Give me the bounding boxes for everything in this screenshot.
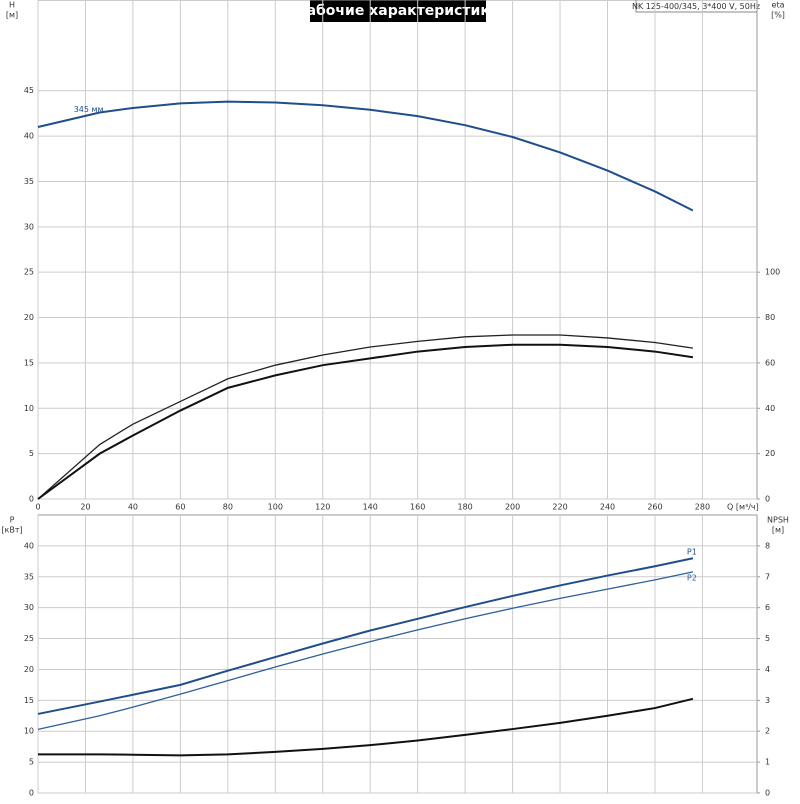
x-tick-label: 280	[695, 503, 710, 512]
y2-tick-label: 80	[765, 313, 775, 322]
y-tick-label: 40	[24, 132, 34, 141]
y-tick-label: 30	[24, 222, 34, 231]
curve	[37, 343, 694, 500]
y2-tick-label: 60	[765, 358, 775, 367]
chart-title: Рабочие характеристики	[296, 3, 499, 19]
curve-label: 345 мм	[74, 105, 104, 114]
y-tick-label: 30	[24, 603, 34, 612]
y2-tick-label: 6	[765, 603, 770, 612]
y-tick-label: 25	[24, 268, 34, 277]
y2-tick-label: 4	[765, 665, 770, 674]
y-tick-label: 10	[24, 404, 34, 413]
y-axis-label: [кВт]	[1, 526, 22, 535]
y-tick-label: 5	[29, 758, 34, 767]
y2-tick-label: 8	[765, 541, 770, 550]
y2-tick-label: 0	[765, 789, 770, 798]
x-tick-label: 0	[35, 503, 40, 512]
y2-axis-label: [%]	[771, 11, 785, 20]
chart-subtitle: NK 125-400/345, 3*400 V, 50Hz	[632, 2, 760, 11]
curve	[37, 557, 694, 715]
y2-axis-label: [м]	[772, 526, 784, 535]
y-tick-label: 15	[24, 358, 34, 367]
x-tick-label: 160	[410, 503, 425, 512]
curve-label: P2	[687, 573, 697, 582]
y2-axis-label: NPSH	[767, 516, 789, 525]
y-tick-label: 5	[29, 449, 34, 458]
y-tick-label: 10	[24, 727, 34, 736]
x-tick-label: 260	[647, 503, 662, 512]
x-tick-label: 240	[600, 503, 615, 512]
y2-tick-label: 40	[765, 404, 775, 413]
y2-tick-label: 2	[765, 727, 770, 736]
title-box	[310, 0, 486, 22]
y-axis-label: [м]	[6, 11, 18, 20]
x-tick-label: 120	[315, 503, 330, 512]
y2-tick-label: 1	[765, 758, 770, 767]
y-tick-label: 15	[24, 696, 34, 705]
y-tick-label: 20	[24, 313, 34, 322]
y2-axis-label: eta	[772, 1, 785, 10]
x-axis-label: Q [м³/ч]	[727, 503, 759, 512]
x-tick-label: 40	[128, 503, 138, 512]
x-tick-label: 80	[223, 503, 233, 512]
y-axis-label: H	[9, 1, 15, 10]
y-tick-label: 0	[29, 789, 34, 798]
y2-tick-label: 0	[765, 495, 770, 504]
y-tick-label: 20	[24, 665, 34, 674]
x-tick-label: 180	[457, 503, 472, 512]
y-tick-label: 0	[29, 495, 34, 504]
curve-label: P1	[687, 548, 697, 557]
x-tick-label: 20	[80, 503, 90, 512]
x-tick-label: 140	[363, 503, 378, 512]
y2-tick-label: 7	[765, 572, 770, 581]
y-tick-label: 35	[24, 177, 34, 186]
curve	[37, 571, 694, 731]
x-tick-label: 200	[505, 503, 520, 512]
y-tick-label: 35	[24, 572, 34, 581]
y2-tick-label: 20	[765, 449, 775, 458]
y2-tick-label: 100	[765, 268, 780, 277]
curve	[37, 100, 694, 212]
x-tick-label: 220	[552, 503, 567, 512]
x-tick-label: 60	[175, 503, 185, 512]
x-tick-label: 100	[268, 503, 283, 512]
curve	[38, 697, 694, 757]
y-tick-label: 45	[24, 86, 34, 95]
y-axis-label: P	[10, 516, 15, 525]
y2-tick-label: 3	[765, 696, 770, 705]
y2-tick-label: 5	[765, 634, 770, 643]
y-tick-label: 40	[24, 541, 34, 550]
curve	[37, 334, 694, 500]
y-tick-label: 25	[24, 634, 34, 643]
